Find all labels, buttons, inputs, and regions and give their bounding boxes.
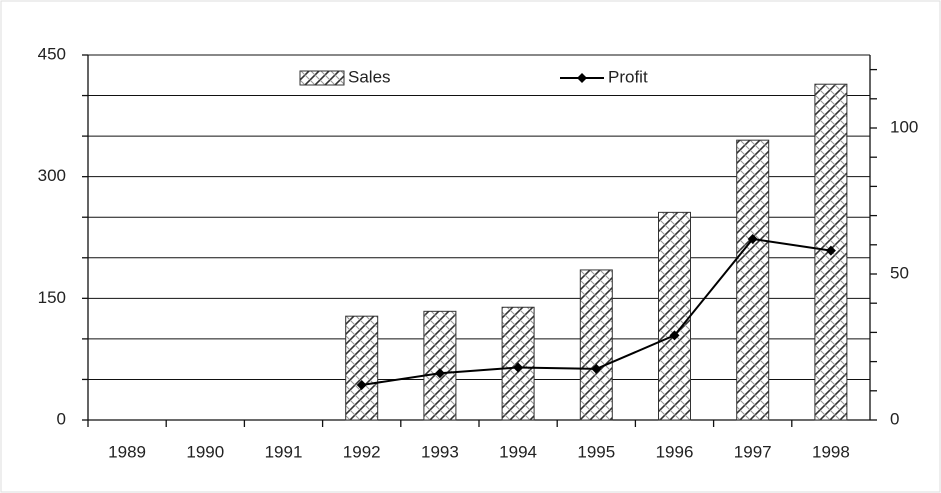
point bbox=[669, 330, 680, 341]
point bbox=[747, 233, 758, 244]
point bbox=[513, 362, 524, 373]
y2-tick-label: 100 bbox=[890, 117, 918, 136]
x-tick-label: 1991 bbox=[265, 442, 303, 461]
legend-bg bbox=[606, 67, 666, 89]
point bbox=[356, 379, 367, 390]
y2-tick-label: 0 bbox=[890, 409, 899, 428]
y-tick-label: 300 bbox=[38, 166, 66, 185]
y2-tick-label: 50 bbox=[890, 263, 909, 282]
x-tick-label: 1995 bbox=[577, 442, 615, 461]
x-tick-label: 1989 bbox=[108, 442, 146, 461]
y-tick-label: 150 bbox=[38, 288, 66, 307]
x-tick-label: 1996 bbox=[656, 442, 694, 461]
y-tick-label: 450 bbox=[38, 44, 66, 63]
x-tick-label: 1992 bbox=[343, 442, 381, 461]
point bbox=[591, 363, 602, 374]
x-tick-label: 1994 bbox=[499, 442, 537, 461]
bar bbox=[423, 310, 457, 421]
legend-label: Profit bbox=[608, 67, 648, 86]
x-tick-label: 1990 bbox=[186, 442, 224, 461]
legend-swatch bbox=[299, 70, 345, 86]
bar bbox=[345, 315, 379, 421]
x-tick-label: 1998 bbox=[812, 442, 850, 461]
x-tick-label: 1997 bbox=[734, 442, 772, 461]
legend-marker bbox=[577, 73, 587, 83]
x-tick-label: 1993 bbox=[421, 442, 459, 461]
bar bbox=[658, 211, 691, 421]
point bbox=[434, 368, 445, 379]
y-tick-label: 0 bbox=[57, 409, 66, 428]
legend-label: Sales bbox=[348, 67, 391, 86]
legend-bg bbox=[346, 67, 406, 89]
bar bbox=[579, 269, 613, 421]
point bbox=[825, 245, 836, 256]
bar bbox=[736, 139, 770, 421]
